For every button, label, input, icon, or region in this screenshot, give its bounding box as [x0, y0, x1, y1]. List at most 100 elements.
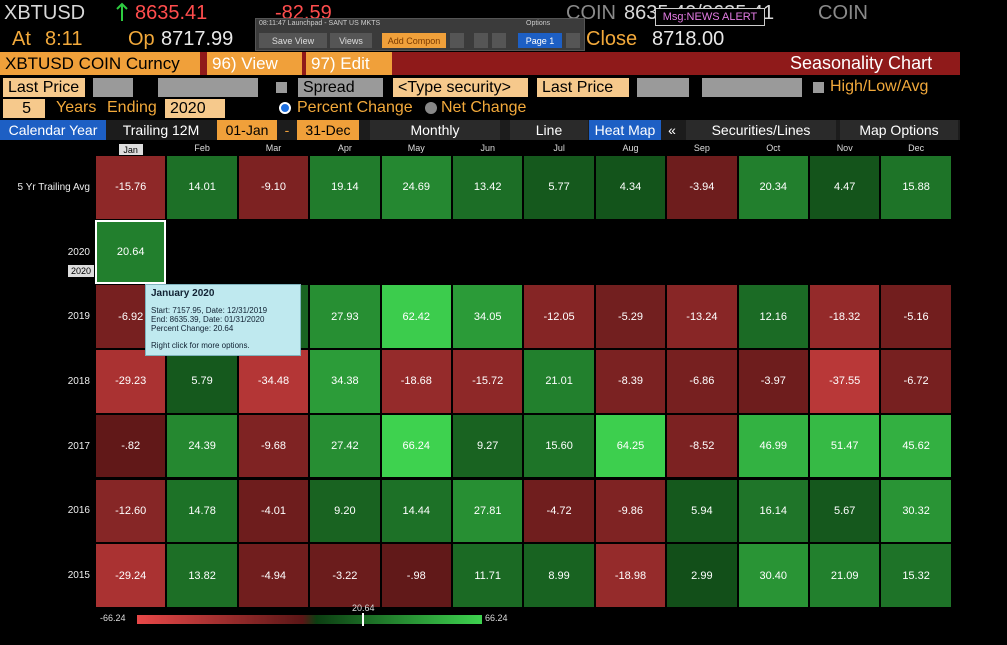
heatmap-cell[interactable]: 16.14	[737, 478, 809, 544]
dropdown[interactable]	[637, 78, 689, 97]
heatmap-cell[interactable]: 4.47	[809, 155, 881, 220]
heatmap-cell[interactable]: 62.42	[380, 284, 452, 350]
heatmap-cell[interactable]: -29.24	[95, 543, 167, 608]
heatmap-cell[interactable]: 20.64	[95, 219, 167, 285]
forward-button[interactable]	[492, 33, 506, 48]
heatmap-cell[interactable]: 9.20	[309, 478, 381, 544]
launchpad-options[interactable]: Options	[526, 20, 551, 27]
map-options-button[interactable]: Map Options	[840, 120, 958, 140]
dropdown[interactable]	[93, 78, 133, 97]
securities-lines-button[interactable]: Securities/Lines	[686, 120, 836, 140]
date-separator[interactable]: -	[279, 120, 295, 140]
heatmap-cell[interactable]: -4.94	[237, 543, 310, 608]
security-field[interactable]: XBTUSD COIN Curncy	[0, 52, 200, 75]
collapse-button[interactable]: «	[662, 120, 682, 140]
heatmap-cell[interactable]: 20.34	[737, 155, 809, 220]
heatmap-cell[interactable]: -4.01	[237, 478, 310, 544]
heatmap-cell[interactable]: 13.82	[166, 543, 238, 608]
heatmap-cell[interactable]: 5.79	[166, 349, 238, 414]
heatmap-cell[interactable]: 64.25	[594, 413, 667, 479]
heatmap-cell[interactable]: 12.16	[737, 284, 809, 350]
folder-button[interactable]	[450, 33, 464, 48]
heatmap-cell[interactable]: 45.62	[880, 413, 952, 479]
heatmap-cell[interactable]: 30.32	[880, 478, 952, 544]
view-menu[interactable]: 96) View	[207, 52, 302, 75]
heatmap-cell[interactable]: -12.60	[95, 478, 167, 544]
heatmap-cell[interactable]: 46.99	[737, 413, 809, 479]
heatmap-cell[interactable]: 11.71	[452, 543, 524, 608]
heatmap-cell[interactable]: 21.01	[523, 349, 595, 414]
heatmap-cell[interactable]: 14.01	[166, 155, 238, 220]
heatmap-cell[interactable]: 14.78	[166, 478, 238, 544]
trailing-tab[interactable]: Trailing 12M	[110, 120, 212, 140]
heatmap-cell[interactable]: -8.39	[594, 349, 667, 414]
heatmap-cell[interactable]: -6.72	[880, 349, 952, 414]
dropdown[interactable]	[702, 78, 802, 97]
security-input[interactable]: <Type security>	[393, 78, 528, 97]
heatmap-cell[interactable]: 21.09	[809, 543, 881, 608]
field-select[interactable]: Last Price	[3, 78, 85, 97]
heatmap-cell[interactable]: -.82	[95, 413, 167, 479]
net-change-option[interactable]: Net Change	[441, 99, 527, 116]
heatmap-cell[interactable]: -5.29	[594, 284, 667, 350]
field-select-2[interactable]: Last Price	[537, 78, 629, 97]
heat-map-tab[interactable]: Heat Map	[589, 120, 661, 140]
heatmap-cell[interactable]: -3.94	[666, 155, 738, 220]
page-button[interactable]: Page 1	[518, 33, 562, 48]
checkbox[interactable]	[276, 82, 287, 93]
heatmap-cell[interactable]: 5.67	[809, 478, 881, 544]
heatmap-cell[interactable]: 34.38	[309, 349, 381, 414]
heatmap-cell[interactable]: -9.68	[237, 413, 310, 479]
heatmap-cell[interactable]: 51.47	[809, 413, 881, 479]
heatmap-cell[interactable]: 30.40	[737, 543, 809, 608]
heatmap-cell[interactable]: -18.32	[809, 284, 881, 350]
add-component-button[interactable]: Add Compon	[382, 33, 446, 48]
heatmap-cell[interactable]: -15.72	[452, 349, 524, 414]
checkbox[interactable]	[813, 82, 824, 93]
edit-menu[interactable]: 97) Edit	[306, 52, 392, 75]
heatmap-cell[interactable]: -29.23	[95, 349, 167, 414]
heatmap-cell[interactable]: 15.60	[523, 413, 595, 479]
radio[interactable]	[425, 102, 437, 114]
heatmap-cell[interactable]: 13.42	[452, 155, 524, 220]
heatmap-cell[interactable]: 15.88	[880, 155, 952, 220]
heatmap-cell[interactable]: -5.16	[880, 284, 952, 350]
heatmap-cell[interactable]: -15.76	[95, 155, 167, 220]
line-tab[interactable]: Line	[510, 120, 588, 140]
heatmap-cell[interactable]: 34.05	[452, 284, 524, 350]
years-input[interactable]: 5	[3, 99, 45, 118]
start-date-input[interactable]: 01-Jan	[217, 120, 277, 140]
calendar-year-tab[interactable]: Calendar Year	[0, 120, 106, 140]
heatmap-cell[interactable]: -9.86	[594, 478, 667, 544]
heatmap-cell[interactable]: 24.39	[166, 413, 238, 479]
heatmap-cell[interactable]: 27.81	[452, 478, 524, 544]
save-view-button[interactable]: Save View	[259, 33, 327, 48]
heatmap-cell[interactable]: -6.86	[666, 349, 738, 414]
percent-change-option[interactable]: Percent Change	[297, 99, 413, 116]
heatmap-cell[interactable]: -3.97	[737, 349, 809, 414]
heatmap-cell[interactable]: 9.27	[452, 413, 524, 479]
heatmap-cell[interactable]: -8.52	[666, 413, 738, 479]
heatmap-cell[interactable]: 5.77	[523, 155, 595, 220]
end-date-input[interactable]: 31-Dec	[297, 120, 359, 140]
ending-year-input[interactable]: 2020	[165, 99, 225, 118]
heatmap-cell[interactable]: -34.48	[237, 349, 310, 414]
add-page-button[interactable]	[566, 33, 580, 48]
views-button[interactable]: Views	[330, 33, 372, 48]
heatmap-cell[interactable]: 8.99	[523, 543, 595, 608]
heatmap-cell[interactable]: 4.34	[594, 155, 667, 220]
heatmap-cell[interactable]: -13.24	[666, 284, 738, 350]
heatmap-cell[interactable]: -18.98	[594, 543, 667, 608]
news-alert[interactable]: Msg:NEWS ALERT	[655, 8, 765, 26]
heatmap-cell[interactable]: -37.55	[809, 349, 881, 414]
radio-selected[interactable]	[279, 102, 291, 114]
heatmap-cell[interactable]: 15.32	[880, 543, 952, 608]
heatmap-cell[interactable]: -9.10	[237, 155, 310, 220]
heatmap-cell[interactable]: -12.05	[523, 284, 595, 350]
heatmap-cell[interactable]: -3.22	[309, 543, 381, 608]
heatmap-cell[interactable]: 14.44	[380, 478, 452, 544]
heatmap-cell[interactable]: 5.94	[666, 478, 738, 544]
heatmap-cell[interactable]: -.98	[380, 543, 452, 608]
heatmap-cell[interactable]: 24.69	[380, 155, 452, 220]
dropdown[interactable]	[158, 78, 258, 97]
